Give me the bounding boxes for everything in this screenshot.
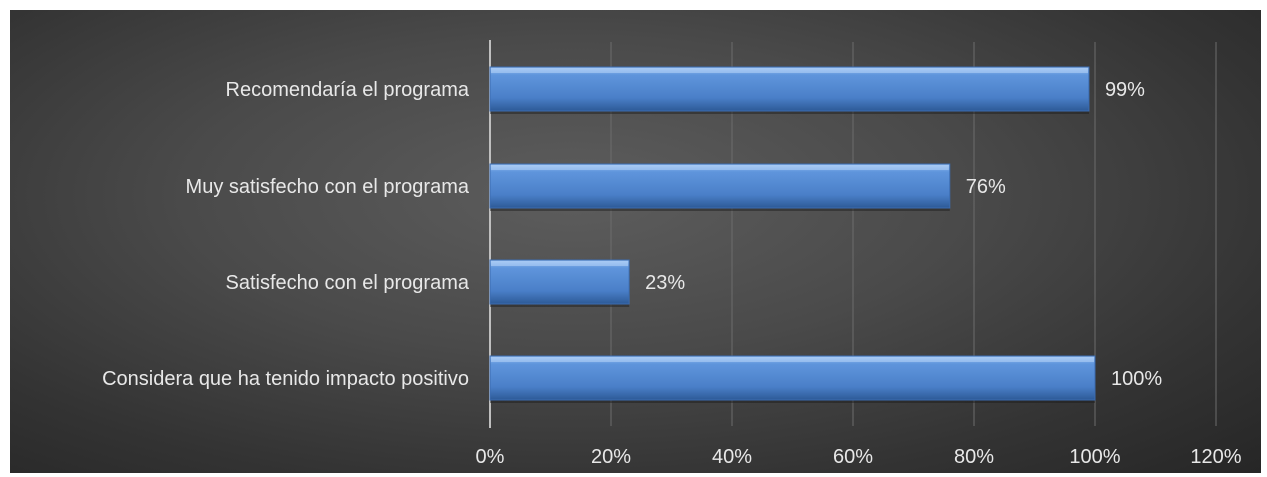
bar	[489, 355, 1096, 401]
data-label: 76%	[966, 176, 1006, 198]
bar-highlight	[491, 357, 1094, 362]
category-label: Satisfecho con el programa	[226, 272, 470, 294]
x-tick-label: 20%	[591, 446, 631, 468]
x-tick-label: 40%	[712, 446, 752, 468]
category-label: Recomendaría el programa	[226, 79, 470, 101]
data-label: 99%	[1105, 79, 1145, 101]
data-label: 100%	[1111, 368, 1162, 390]
data-label: 23%	[645, 272, 685, 294]
bar-highlight	[491, 261, 629, 266]
x-tick-label: 120%	[1190, 446, 1241, 468]
bar	[489, 259, 630, 305]
x-tick-label: 0%	[476, 446, 505, 468]
x-tick-label: 100%	[1069, 446, 1120, 468]
bar-highlight	[491, 165, 949, 170]
category-label: Muy satisfecho con el programa	[186, 176, 470, 198]
bar-highlight	[491, 68, 1088, 73]
bar	[489, 163, 951, 209]
bar	[489, 66, 1090, 112]
x-tick-label: 60%	[833, 446, 873, 468]
x-tick-label: 80%	[954, 446, 994, 468]
category-label: Considera que ha tenido impacto positivo	[102, 368, 469, 390]
